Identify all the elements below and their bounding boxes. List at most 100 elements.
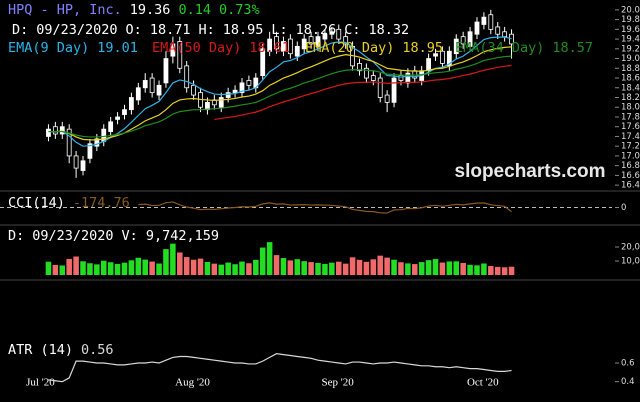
y-tick-label: 19.4	[621, 35, 640, 45]
y-tick-label: 16.4	[621, 181, 640, 191]
volume-bar	[52, 264, 59, 275]
volume-bar	[246, 263, 252, 275]
volume-bar	[190, 259, 197, 275]
candle-body	[246, 80, 252, 86]
y-tick-label: 19.2	[621, 44, 640, 54]
candle-body	[52, 126, 58, 135]
candle-body	[315, 36, 321, 47]
header-text: D:	[8, 228, 24, 244]
candle-body	[509, 33, 514, 45]
candle-body	[495, 26, 501, 35]
y-tick-label: 17.2	[621, 142, 640, 152]
volume-bar	[100, 260, 107, 275]
header-text: 19.01	[97, 40, 138, 56]
y-tick-label: 19.0	[621, 54, 640, 64]
volume-bar	[439, 262, 446, 275]
candle-body	[357, 63, 362, 72]
header-text: V:	[122, 228, 138, 244]
candle-body	[453, 38, 459, 55]
y-tick-label: 16.8	[621, 161, 640, 171]
volume-bar	[294, 259, 301, 275]
volume-bar	[135, 257, 142, 275]
candle-body	[94, 138, 100, 147]
ema-line	[214, 64, 512, 121]
header-text: 19.36	[130, 2, 171, 18]
header-text: 18.32	[369, 22, 410, 38]
candle-body	[225, 92, 231, 98]
indicator-line	[48, 353, 512, 383]
volume-bar	[508, 266, 515, 275]
candle-body	[440, 50, 445, 64]
header-text: H:	[198, 22, 214, 38]
header-text: 18.61	[249, 40, 290, 56]
volume-bar	[474, 265, 480, 275]
volume-bar	[177, 252, 183, 275]
volume-bar	[149, 261, 155, 275]
volume-bar	[66, 258, 72, 275]
volume-bar	[183, 257, 190, 275]
volume-bar	[405, 263, 411, 275]
candle-body	[177, 41, 183, 69]
volume-bar	[363, 261, 370, 275]
volume-bar	[280, 258, 287, 275]
candle-body	[73, 155, 79, 169]
volume-bar	[142, 259, 148, 275]
header-text: HPQ - HP, Inc.	[8, 2, 122, 18]
candle-body	[363, 67, 369, 79]
volume-bar	[446, 261, 453, 275]
volume-bar	[266, 242, 273, 275]
candle-body	[460, 36, 466, 45]
candle-body	[370, 75, 376, 81]
candle-body	[308, 36, 314, 45]
candle-body	[232, 89, 238, 94]
candle-body	[184, 65, 190, 89]
y-tick-label: 20.0	[621, 5, 640, 15]
candle-body	[59, 126, 65, 135]
candle-body	[301, 38, 307, 50]
volume-bar	[45, 261, 52, 275]
volume-bar	[218, 264, 225, 275]
header-text: 18.95	[402, 40, 443, 56]
header-text: 09/23/2020	[32, 228, 113, 244]
header-text: EMA(9 Day)	[8, 40, 89, 56]
volume-bar	[259, 247, 266, 275]
x-tick-label: Jul '20	[26, 377, 55, 389]
x-tick-label: Oct '20	[467, 377, 499, 389]
candle-body	[170, 43, 176, 57]
volume-bar	[253, 259, 259, 275]
candle-body	[260, 48, 266, 76]
volume-bar	[342, 263, 349, 275]
volume-bar	[170, 243, 176, 275]
y-tick-label: 16.6	[621, 171, 640, 181]
volume-bar	[329, 262, 335, 275]
candle-body	[322, 33, 328, 40]
candle-body	[343, 36, 349, 45]
volume-bar	[432, 259, 439, 275]
candle-body	[336, 28, 342, 40]
header-text: L:	[271, 22, 287, 38]
y-tick-label: 17.0	[621, 151, 640, 161]
volume-bar	[128, 260, 135, 275]
candle-body	[287, 38, 293, 55]
x-tick-label: Sep '20	[322, 377, 355, 389]
volume-bar	[156, 263, 162, 275]
volume-bar	[80, 261, 86, 275]
candle-body	[115, 116, 120, 120]
candle-body	[80, 160, 86, 171]
header-text: 18.26	[296, 22, 337, 38]
candle-body	[426, 58, 432, 72]
y-tick-label: 0	[621, 203, 626, 213]
volume-bar	[377, 255, 383, 275]
candle-body	[467, 31, 473, 47]
volume-bar	[87, 263, 93, 275]
volume-bar	[232, 264, 238, 275]
candle-body	[46, 128, 51, 137]
candle-body	[391, 77, 397, 103]
candle-body	[239, 82, 245, 94]
volume-bar	[107, 262, 114, 275]
volume-bar	[287, 260, 294, 275]
candle-body	[163, 58, 169, 84]
volume-bar	[398, 262, 404, 275]
candle-body	[267, 38, 273, 52]
candle-body	[218, 97, 224, 108]
